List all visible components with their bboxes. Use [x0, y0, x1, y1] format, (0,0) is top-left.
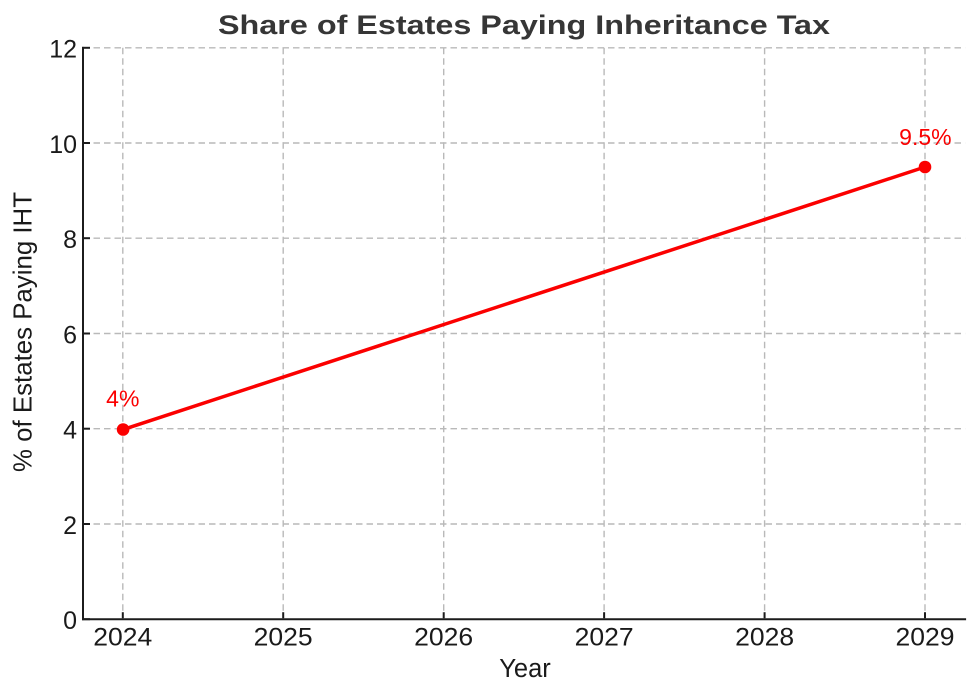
svg-text:0: 0 [63, 607, 77, 635]
svg-text:2025: 2025 [254, 623, 313, 651]
svg-text:4%: 4% [106, 385, 139, 411]
svg-text:2024: 2024 [93, 623, 152, 651]
svg-text:2028: 2028 [735, 623, 794, 651]
svg-text:Year: Year [499, 655, 551, 683]
svg-text:9.5%: 9.5% [899, 124, 951, 150]
svg-text:8: 8 [63, 226, 77, 254]
svg-text:2: 2 [63, 512, 77, 540]
svg-text:10: 10 [49, 131, 77, 159]
svg-text:2027: 2027 [575, 623, 634, 651]
svg-text:6: 6 [63, 321, 77, 349]
svg-text:4: 4 [63, 417, 77, 445]
svg-text:% of Estates Paying IHT: % of Estates Paying IHT [8, 192, 38, 472]
svg-text:12: 12 [49, 36, 77, 64]
svg-text:2026: 2026 [414, 623, 473, 651]
svg-text:Share of Estates Paying Inheri: Share of Estates Paying Inheritance Tax [218, 10, 830, 40]
svg-text:2029: 2029 [896, 623, 955, 651]
